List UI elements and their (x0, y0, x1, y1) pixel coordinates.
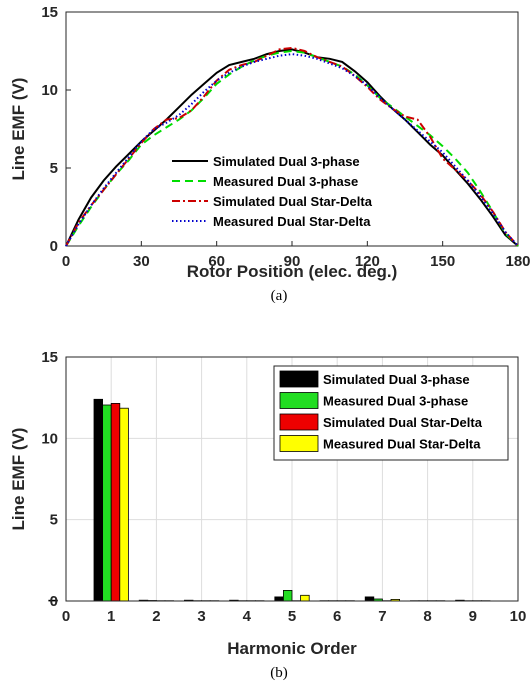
legend-swatch-measured-dual-3-phase (279, 392, 319, 409)
x-tick-label: 30 (133, 253, 150, 270)
legend-label-measured-dual-star-delta: Measured Dual Star-Delta (323, 437, 481, 452)
y-tick-label: 0 (50, 593, 58, 610)
x-axis-label-b: Harmonic Order (227, 639, 357, 658)
bar-simulated-dual-3-phase-h7 (364, 596, 375, 602)
x-tick-label: 150 (430, 253, 455, 270)
x-tick-label: 60 (208, 253, 225, 270)
legend-swatch-simulated-dual-star-delta (279, 413, 319, 431)
legend-label-measured-dual-star-delta: Measured Dual Star-Delta (213, 214, 371, 229)
legend-label-simulated-dual-3-phase: Simulated Dual 3-phase (323, 372, 470, 387)
legend-label-simulated-dual-star-delta: Simulated Dual Star-Delta (213, 194, 373, 209)
series-lines-a (65, 46, 519, 247)
series-line-measured-dual-3-phase (65, 49, 519, 247)
bar-measured-dual-3-phase-h5 (282, 590, 293, 602)
y-tick-label: 10 (41, 430, 58, 447)
x-tick-label: 180 (505, 253, 530, 270)
x-tick-label: 1 (107, 608, 115, 625)
y-tick-label: 0 (50, 238, 58, 255)
x-tick-label: 0 (62, 608, 70, 625)
y-tick-label: 5 (50, 160, 58, 177)
x-axis-label-a: Rotor Position (elec. deg.) (187, 262, 398, 281)
x-tick-label: 6 (333, 608, 341, 625)
bar-simulated-dual-3-phase-h1 (93, 398, 104, 602)
x-tick-label: 120 (355, 253, 380, 270)
y-axis-label-a: Line EMF (V) (9, 78, 28, 181)
x-tick-label: 0 (62, 253, 70, 270)
y-axis-label-b: Line EMF (V) (9, 428, 28, 531)
legend-a: Simulated Dual 3-phase Measured Dual 3-ph… (172, 154, 373, 229)
bar-measured-dual-star-delta-h1 (119, 407, 129, 602)
x-tick-label: 5 (288, 608, 296, 625)
panel-caption-b: (b) (270, 665, 288, 681)
y-tick-label: 10 (41, 82, 58, 99)
line-chart-panel-a: 0 30 60 90 120 150 180 0 5 10 15 Line EMF (V) Roto… (9, 4, 530, 304)
bar-measured-dual-star-delta-h5 (300, 594, 310, 602)
x-tick-label: 2 (152, 608, 160, 625)
bar-measured-dual-3-phase-h1 (102, 404, 112, 602)
x-tick-label: 9 (469, 608, 477, 625)
bar-simulated-dual-star-delta-h1 (110, 402, 121, 602)
bar-chart-panel-b: 0 1 2 3 4 5 6 7 8 9 10 0 5 10 15 Line EMF (V) Harmonic… (9, 349, 526, 681)
x-tick-label: 3 (197, 608, 205, 625)
plot-frame-b (65, 356, 519, 602)
x-tick-label: 10 (510, 608, 527, 625)
y-tick-label: 5 (50, 512, 58, 529)
x-tick-label: 8 (423, 608, 431, 625)
bar-simulated-dual-3-phase-h0 (48, 599, 58, 602)
legend-label-measured-dual-3-phase: Measured Dual 3-phase (323, 394, 468, 409)
x-tick-label: 90 (284, 253, 301, 270)
tick-labels-b: 0 1 2 3 4 5 6 7 8 9 10 0 5 10 15 (41, 349, 526, 625)
x-tick-label: 7 (378, 608, 386, 625)
legend-label-simulated-dual-star-delta: Simulated Dual Star-Delta (323, 415, 483, 430)
y-tick-label: 15 (41, 4, 58, 21)
legend-swatch-simulated-dual-3-phase (279, 370, 319, 388)
legend-label-simulated-dual-3-phase: Simulated Dual 3-phase (213, 154, 360, 169)
legend-swatch-measured-dual-star-delta (279, 435, 319, 452)
legend-b: Simulated Dual 3-phase Measured Dual 3-ph… (273, 365, 509, 461)
bar-simulated-dual-3-phase-h5 (274, 596, 284, 602)
tick-labels-a: 0 30 60 90 120 150 180 0 5 10 15 (41, 4, 530, 270)
panel-caption-a: (a) (271, 288, 288, 304)
x-tick-label: 4 (243, 608, 252, 625)
series-line-measured-dual-star-delta (65, 53, 519, 247)
y-tick-label: 15 (41, 349, 58, 366)
plot-area-a (65, 11, 519, 247)
legend-label-measured-dual-3-phase: Measured Dual 3-phase (213, 174, 358, 189)
